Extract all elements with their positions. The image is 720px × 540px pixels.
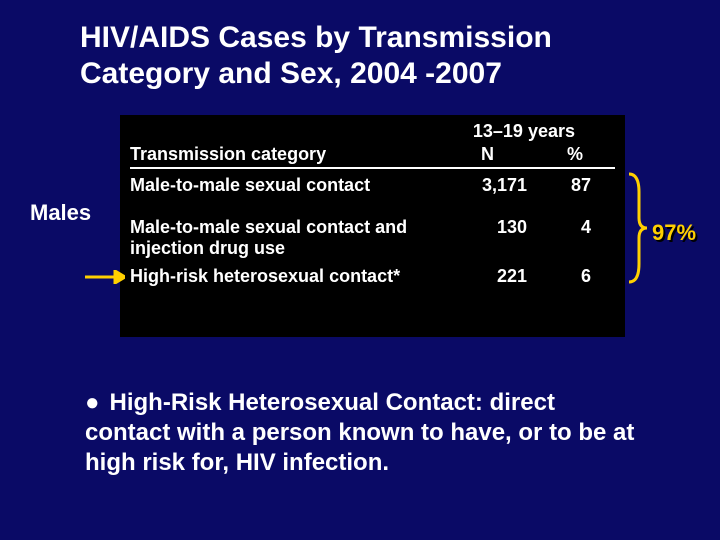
age-group-header: 13–19 years	[130, 121, 615, 142]
bullet-icon: ●	[85, 389, 110, 416]
row-n: 130	[430, 217, 545, 238]
col-category: Transmission category	[130, 144, 430, 165]
col-pct: %	[545, 144, 605, 165]
row-n: 3,171	[430, 175, 545, 196]
bracket-icon	[627, 172, 649, 284]
bracket-percentage: 97%	[652, 220, 696, 246]
row-label: High-risk heterosexual contact*	[130, 266, 430, 288]
table-row: Male-to-male sexual contact and injectio…	[130, 217, 615, 260]
row-pct: 87	[545, 175, 605, 196]
table-row: Male-to-male sexual contact 3,171 87	[130, 175, 615, 197]
column-headers: Transmission category N %	[130, 144, 615, 169]
definition-bullet: ●High-Risk Heterosexual Contact: direct …	[85, 388, 645, 478]
table-row: High-risk heterosexual contact* 221 6	[130, 266, 615, 288]
col-n: N	[430, 144, 545, 165]
arrow-icon	[85, 270, 125, 284]
data-table: 13–19 years Transmission category N % Ma…	[120, 115, 625, 337]
row-label: Male-to-male sexual contact	[130, 175, 430, 197]
row-pct: 4	[545, 217, 605, 238]
bullet-text: High-Risk Heterosexual Contact: direct c…	[85, 389, 634, 476]
row-n: 221	[430, 266, 545, 287]
row-label: Male-to-male sexual contact and injectio…	[130, 217, 430, 260]
slide-title: HIV/AIDS Cases by Transmission Category …	[80, 20, 660, 92]
row-pct: 6	[545, 266, 605, 287]
males-label: Males	[30, 200, 91, 226]
